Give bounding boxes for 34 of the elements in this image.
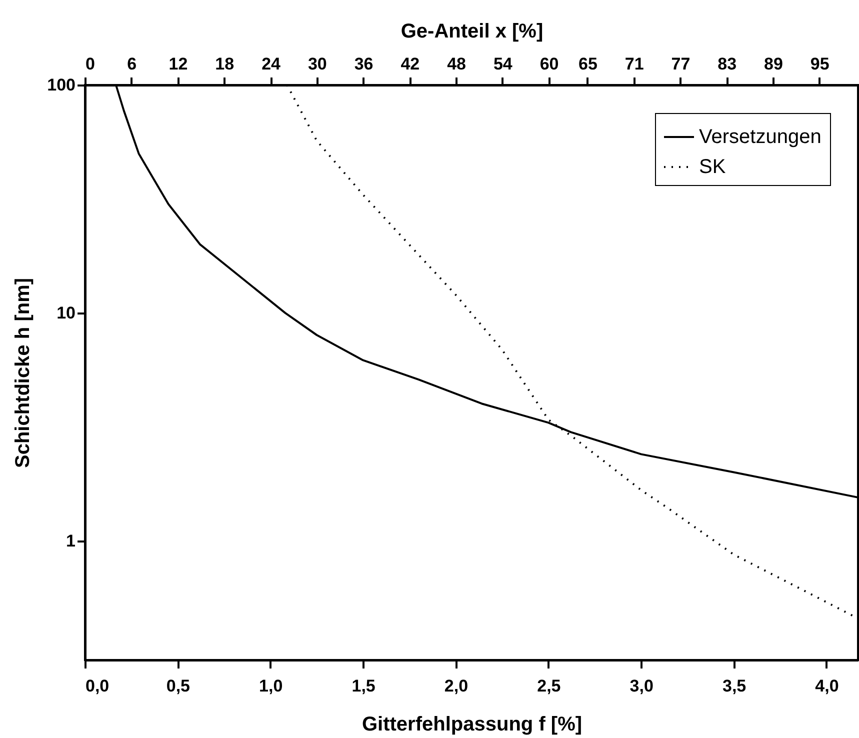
x-tick-label: 4,0 — [815, 676, 839, 696]
x-tick-label: 2,0 — [444, 676, 468, 696]
x2-tick-label: 65 — [578, 54, 598, 74]
x-tick-label: 3,0 — [630, 676, 654, 696]
x2-tick-label: 18 — [215, 54, 234, 74]
x-tick-label: 1,0 — [259, 676, 283, 696]
y-tick-label: 100 — [47, 76, 76, 94]
x2-tick-label: 95 — [810, 54, 830, 74]
legend-label: Versetzungen — [699, 126, 822, 148]
x-tick-label: 0,0 — [86, 676, 110, 696]
x2-tick-label: 6 — [127, 54, 137, 74]
x-tick-label: 3,5 — [722, 676, 746, 696]
x2-tick-label: 77 — [671, 54, 690, 74]
y-tick-label: 1 — [66, 531, 76, 550]
y-tick-label: 10 — [56, 303, 76, 322]
legend-label: SK — [699, 156, 726, 178]
x2-tick-label: 71 — [624, 54, 644, 74]
x2-tick-label: 48 — [447, 54, 466, 74]
x2-tick-label: 12 — [168, 54, 188, 74]
x2-tick-label: 89 — [764, 54, 783, 74]
x-axis-title: Gitterfehlpassung f [%] — [362, 714, 582, 736]
x-tick-label: 1,5 — [352, 676, 376, 696]
y-axis-title: Schichtdicke h [nm] — [12, 278, 34, 468]
x-tick-label: 0,5 — [166, 676, 190, 696]
x2-tick-label: 30 — [308, 54, 327, 74]
x2-tick-label: 0 — [86, 54, 95, 74]
x-tick-label: 2,5 — [537, 676, 561, 696]
x2-axis-title: Ge-Anteil x [%] — [400, 20, 544, 42]
x2-tick-label: 36 — [354, 54, 374, 74]
x2-tick-label: 42 — [400, 54, 420, 74]
x2-tick-label: 83 — [718, 54, 737, 74]
x2-tick-label: 60 — [540, 54, 559, 74]
x2-tick-label: 54 — [493, 54, 513, 74]
x2-tick-label: 24 — [262, 54, 282, 74]
